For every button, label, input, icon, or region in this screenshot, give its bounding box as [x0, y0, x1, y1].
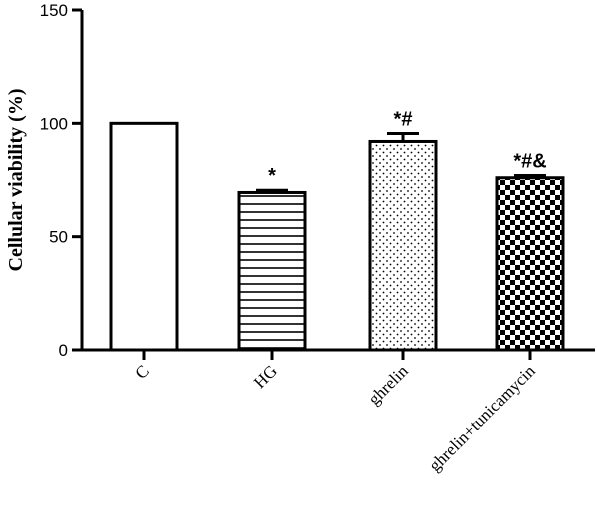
- bar: [495, 176, 565, 352]
- bar: [368, 139, 438, 352]
- significance-label: *: [268, 165, 276, 187]
- y-tick-label: 100: [40, 114, 68, 133]
- category-label: HG: [250, 361, 281, 392]
- y-tick-label: 50: [49, 228, 68, 247]
- category-label: ghrelin+tunicamycin: [425, 361, 539, 475]
- significance-label: *#&: [513, 150, 546, 172]
- bar: [109, 121, 179, 352]
- category-label: C: [131, 361, 152, 382]
- bars: [109, 121, 565, 352]
- y-axis-label: Cellular viability (%): [5, 89, 27, 272]
- category-label: ghrelin: [364, 361, 412, 409]
- labels: C * HG *# ghrelin *#& ghrelin+tunicamycin: [131, 109, 546, 476]
- significance-label: *#: [394, 109, 413, 131]
- y-tick-label: 0: [59, 341, 68, 360]
- bar: [237, 190, 307, 352]
- y-tick-label: 150: [40, 1, 68, 20]
- y-axis: 0 50 100 150: [40, 1, 84, 360]
